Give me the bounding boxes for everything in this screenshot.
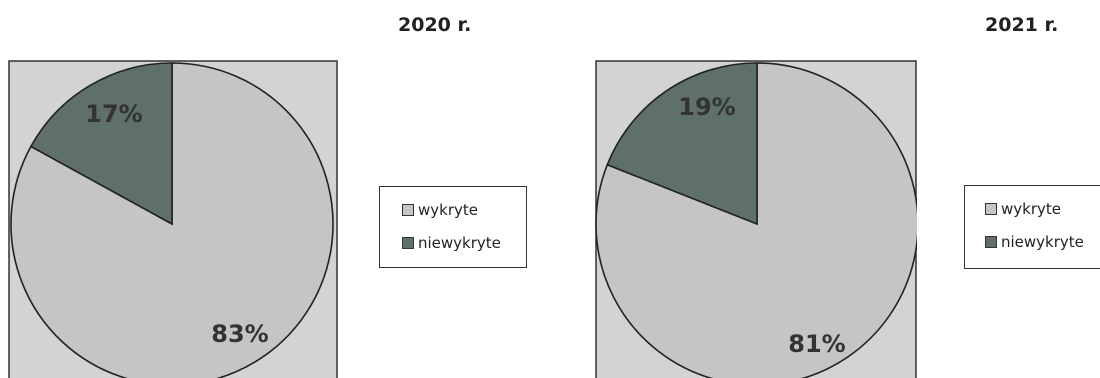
legend-label-wykryte: wykryte [1001, 200, 1061, 218]
pie-chart-2021: 81% 19% [595, 60, 917, 378]
legend-2020: wykryte niewykryte [379, 186, 527, 268]
data-label-wykryte: 83% [211, 320, 268, 348]
data-label-wykryte: 81% [788, 330, 845, 358]
legend-label-niewykryte: niewykryte [418, 234, 501, 252]
data-label-niewykryte: 19% [678, 93, 735, 121]
pie-slice-wykryte [595, 62, 917, 378]
pie-chart-2020: 83% 17% [8, 60, 338, 378]
pie-svg-2021: 81% 19% [595, 60, 917, 378]
legend-item-niewykryte: niewykryte [402, 234, 501, 252]
legend-item-niewykryte: niewykryte [985, 233, 1084, 251]
legend-item-wykryte: wykryte [985, 200, 1061, 218]
chart-title-2020: 2020 r. [398, 14, 472, 36]
legend-swatch-wykryte [402, 204, 414, 216]
legend-2021: wykryte niewykryte [964, 185, 1100, 269]
legend-swatch-niewykryte [985, 236, 997, 248]
legend-swatch-wykryte [985, 203, 997, 215]
legend-label-wykryte: wykryte [418, 201, 478, 219]
chart-title-2021: 2021 r. [985, 14, 1059, 36]
pie-svg-2020: 83% 17% [8, 60, 338, 378]
legend-item-wykryte: wykryte [402, 201, 478, 219]
legend-swatch-niewykryte [402, 237, 414, 249]
data-label-niewykryte: 17% [85, 100, 142, 128]
pie-slice-niewykryte [29, 62, 173, 226]
pie-slice-niewykryte [606, 62, 758, 226]
legend-label-niewykryte: niewykryte [1001, 233, 1084, 251]
